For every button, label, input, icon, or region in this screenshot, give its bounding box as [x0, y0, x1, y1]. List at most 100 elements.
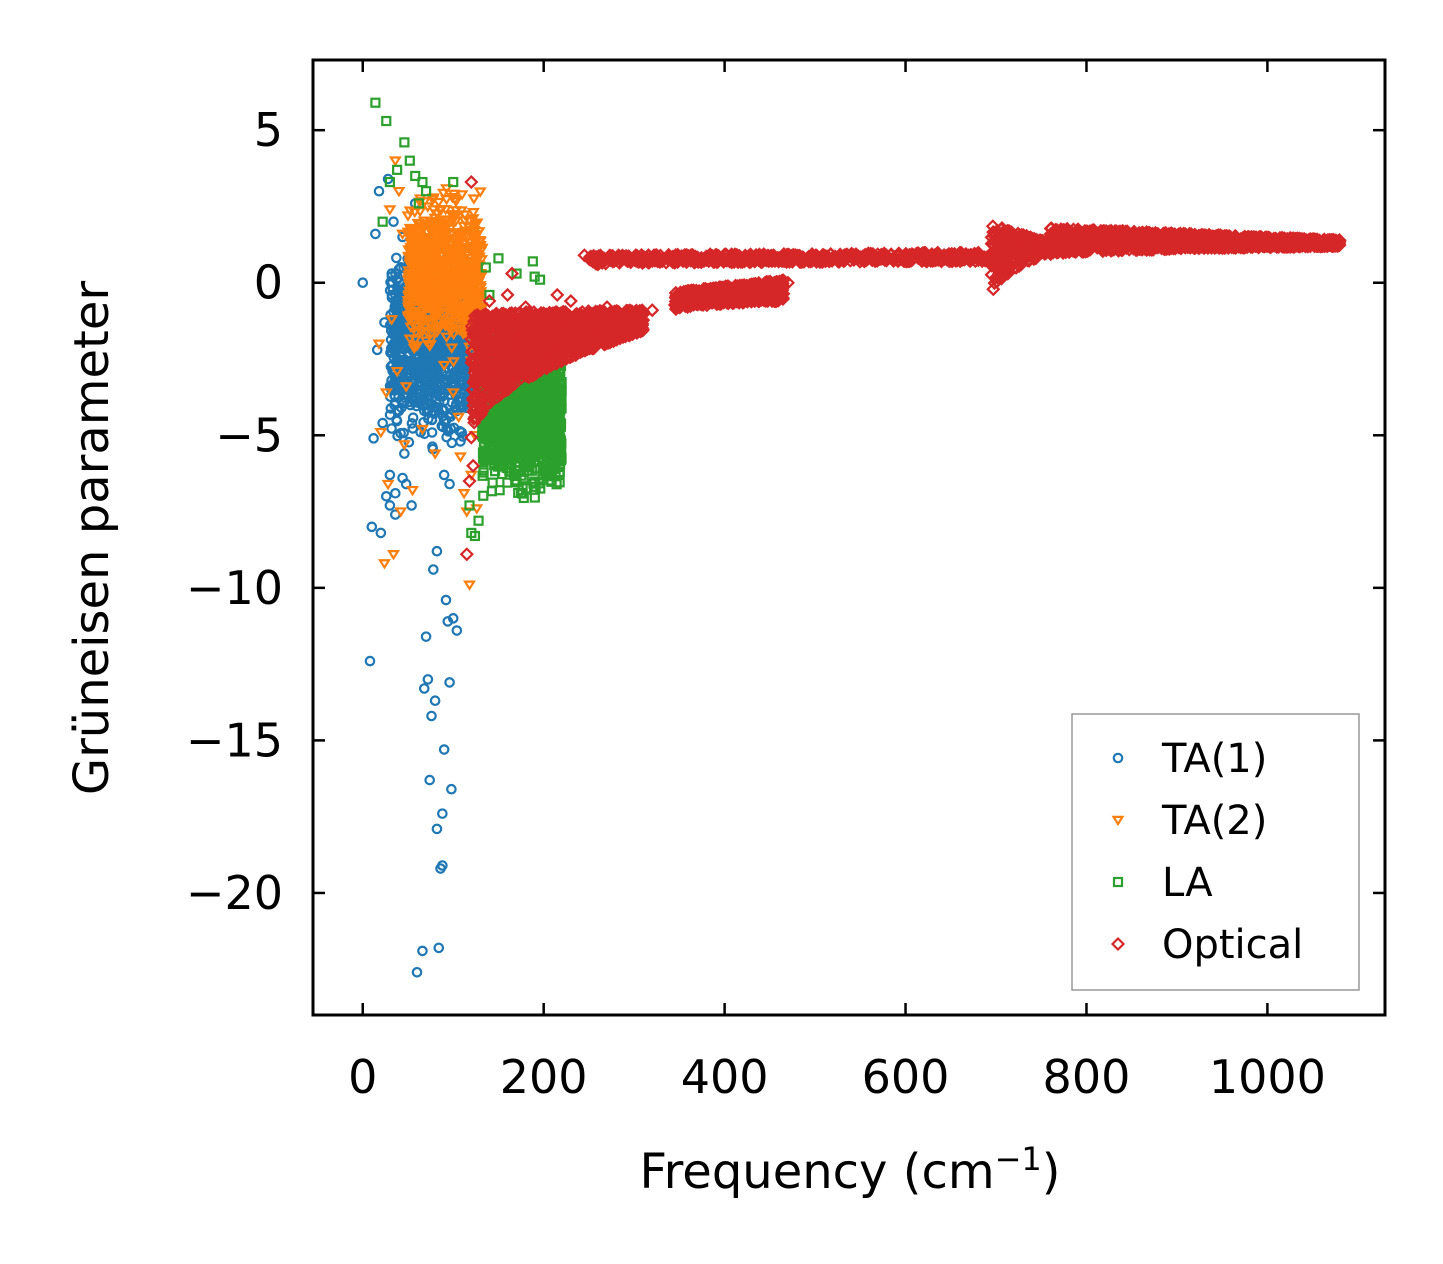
data-point-ta-1-: [433, 407, 445, 418]
data-point-ta-1-: [410, 390, 422, 402]
data-point-ta-1-: [391, 415, 403, 427]
data-point-ta-1-: [426, 414, 438, 425]
data-point-ta-2-: [444, 254, 458, 266]
data-point-ta-2-: [401, 299, 415, 310]
data-point-ta-2-: [440, 332, 454, 343]
data-point-ta-1-: [437, 808, 448, 819]
data-point-ta-1-: [402, 350, 414, 362]
data-point-ta-2-: [425, 235, 439, 246]
data-point-ta-1-: [366, 521, 378, 533]
data-point-ta-1-: [406, 418, 418, 429]
data-point-ta-1-: [420, 383, 431, 395]
data-point-ta-2-: [447, 329, 461, 340]
data-point-ta-1-: [426, 377, 437, 389]
data-point-ta-1-: [441, 422, 452, 434]
data-point-ta-2-: [417, 234, 431, 245]
data-point-ta-1-: [430, 366, 442, 377]
data-point-ta-1-: [397, 472, 408, 484]
data-point-ta-2-: [408, 341, 422, 353]
data-point-ta-1-: [456, 396, 467, 407]
data-point-ta-1-: [388, 216, 399, 228]
data-point-ta-1-: [447, 613, 459, 624]
data-point-ta-2-: [458, 327, 472, 338]
data-point-ta-1-: [377, 417, 388, 429]
data-point-ta-1-: [393, 405, 405, 417]
data-point-ta-2-: [461, 282, 475, 293]
data-point-ta-2-: [442, 218, 456, 230]
data-point-ta-1-: [385, 309, 396, 321]
data-point-ta-1-: [429, 695, 441, 707]
data-point-ta-2-: [403, 334, 417, 345]
data-point-ta-1-: [357, 277, 369, 289]
data-point-ta-1-: [425, 353, 437, 365]
data-point-ta-2-: [402, 304, 416, 316]
data-point-ta-2-: [435, 227, 449, 238]
data-point-ta-2-: [403, 206, 417, 217]
data-point-ta-1-: [384, 285, 396, 296]
data-point-ta-2-: [460, 300, 474, 311]
data-point-ta-1-: [386, 423, 397, 434]
data-point-ta-1-: [431, 823, 443, 835]
data-point-ta-1-: [380, 491, 392, 502]
data-point-ta-1-: [444, 478, 455, 490]
data-point-ta-1-: [391, 252, 402, 264]
data-point-ta-1-: [455, 436, 466, 447]
data-point-ta-2-: [403, 223, 417, 235]
data-point-ta-1-: [451, 625, 463, 636]
data-point-ta-1-: [384, 500, 396, 511]
data-point-ta-2-: [473, 187, 487, 198]
data-point-ta-1-: [368, 433, 379, 444]
data-point-ta-2-: [404, 238, 418, 249]
data-point-ta-2-: [458, 226, 472, 237]
data-point-ta-2-: [464, 238, 478, 249]
data-point-ta-1-: [379, 317, 390, 328]
data-point-ta-2-: [434, 215, 448, 227]
series-ta-2-: [372, 156, 489, 591]
data-point-ta-1-: [364, 655, 376, 667]
data-point-ta-1-: [391, 332, 403, 343]
data-point-ta-2-: [447, 189, 461, 201]
data-point-ta-1-: [444, 370, 456, 382]
data-point-ta-2-: [469, 220, 483, 231]
data-point-ta-1-: [385, 347, 396, 358]
data-point-ta-2-: [442, 292, 456, 303]
data-point-ta-1-: [444, 677, 455, 688]
data-point-ta-2-: [401, 231, 415, 242]
data-point-ta-1-: [390, 349, 401, 361]
data-point-ta-2-: [423, 225, 437, 237]
data-point-ta-2-: [432, 197, 446, 209]
data-point-ta-2-: [466, 208, 480, 219]
data-point-ta-1-: [426, 710, 437, 722]
data-point-ta-1-: [408, 393, 419, 404]
data-point-ta-1-: [399, 359, 411, 371]
data-point-ta-1-: [387, 365, 398, 377]
data-point-ta-2-: [443, 265, 457, 277]
data-point-ta-1-: [370, 228, 381, 240]
data-point-ta-1-: [391, 321, 403, 333]
data-point-ta-1-: [390, 487, 401, 499]
data-point-ta-1-: [440, 594, 452, 606]
data-point-ta-2-: [445, 343, 459, 354]
data-point-ta-1-: [390, 268, 401, 280]
data-layer: [357, 97, 1347, 978]
data-point-ta-1-: [373, 185, 385, 197]
data-point-ta-1-: [428, 564, 439, 575]
data-point-ta-1-: [433, 942, 445, 954]
data-point-ta-2-: [428, 246, 442, 258]
data-point-ta-1-: [418, 405, 430, 417]
data-point-ta-2-: [455, 190, 469, 201]
data-point-ta-1-: [415, 426, 426, 438]
data-point-ta-2-: [450, 322, 464, 333]
data-point-ta-1-: [426, 427, 438, 438]
data-point-ta-2-: [417, 216, 431, 227]
data-point-ta-1-: [438, 395, 450, 407]
data-point-ta-1-: [411, 966, 423, 978]
data-point-ta-1-: [386, 268, 398, 279]
data-point-ta-1-: [390, 297, 401, 309]
data-point-ta-1-: [438, 469, 450, 481]
data-point-ta-2-: [446, 235, 460, 246]
data-point-ta-1-: [437, 391, 448, 402]
data-point-ta-1-: [431, 545, 443, 557]
